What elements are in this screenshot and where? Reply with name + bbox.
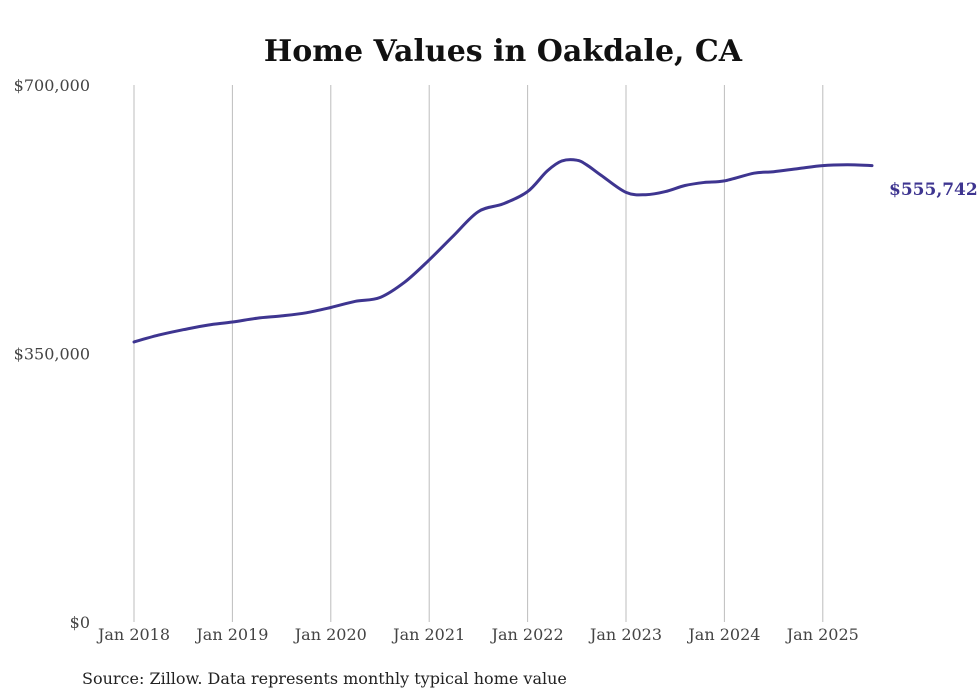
x-tick-label: Jan 2025 (785, 625, 859, 644)
home-value-line (132, 158, 874, 344)
x-tick-label: Jan 2023 (588, 625, 662, 644)
x-tick-label: Jan 2022 (490, 625, 564, 644)
x-tick-label: Jan 2018 (96, 625, 170, 644)
gridlines (133, 85, 824, 622)
x-tick-label: Jan 2024 (686, 625, 760, 644)
y-tick-label: $350,000 (14, 345, 90, 364)
y-axis-ticks: $0 $350,000 $700,000 (14, 76, 90, 632)
x-tick-label: Jan 2021 (391, 625, 465, 644)
source-note: Source: Zillow. Data represents monthly … (82, 669, 567, 688)
chart-title: Home Values in Oakdale, CA (264, 34, 743, 69)
x-axis-ticks: Jan 2018 Jan 2019 Jan 2020 Jan 2021 Jan 2022… (96, 625, 859, 644)
latest-value-label: $555,742 (889, 180, 978, 200)
y-tick-label: $700,000 (14, 76, 90, 95)
x-tick-label: Jan 2019 (194, 625, 268, 644)
y-tick-label: $0 (70, 613, 90, 632)
x-tick-label: Jan 2020 (293, 625, 367, 644)
